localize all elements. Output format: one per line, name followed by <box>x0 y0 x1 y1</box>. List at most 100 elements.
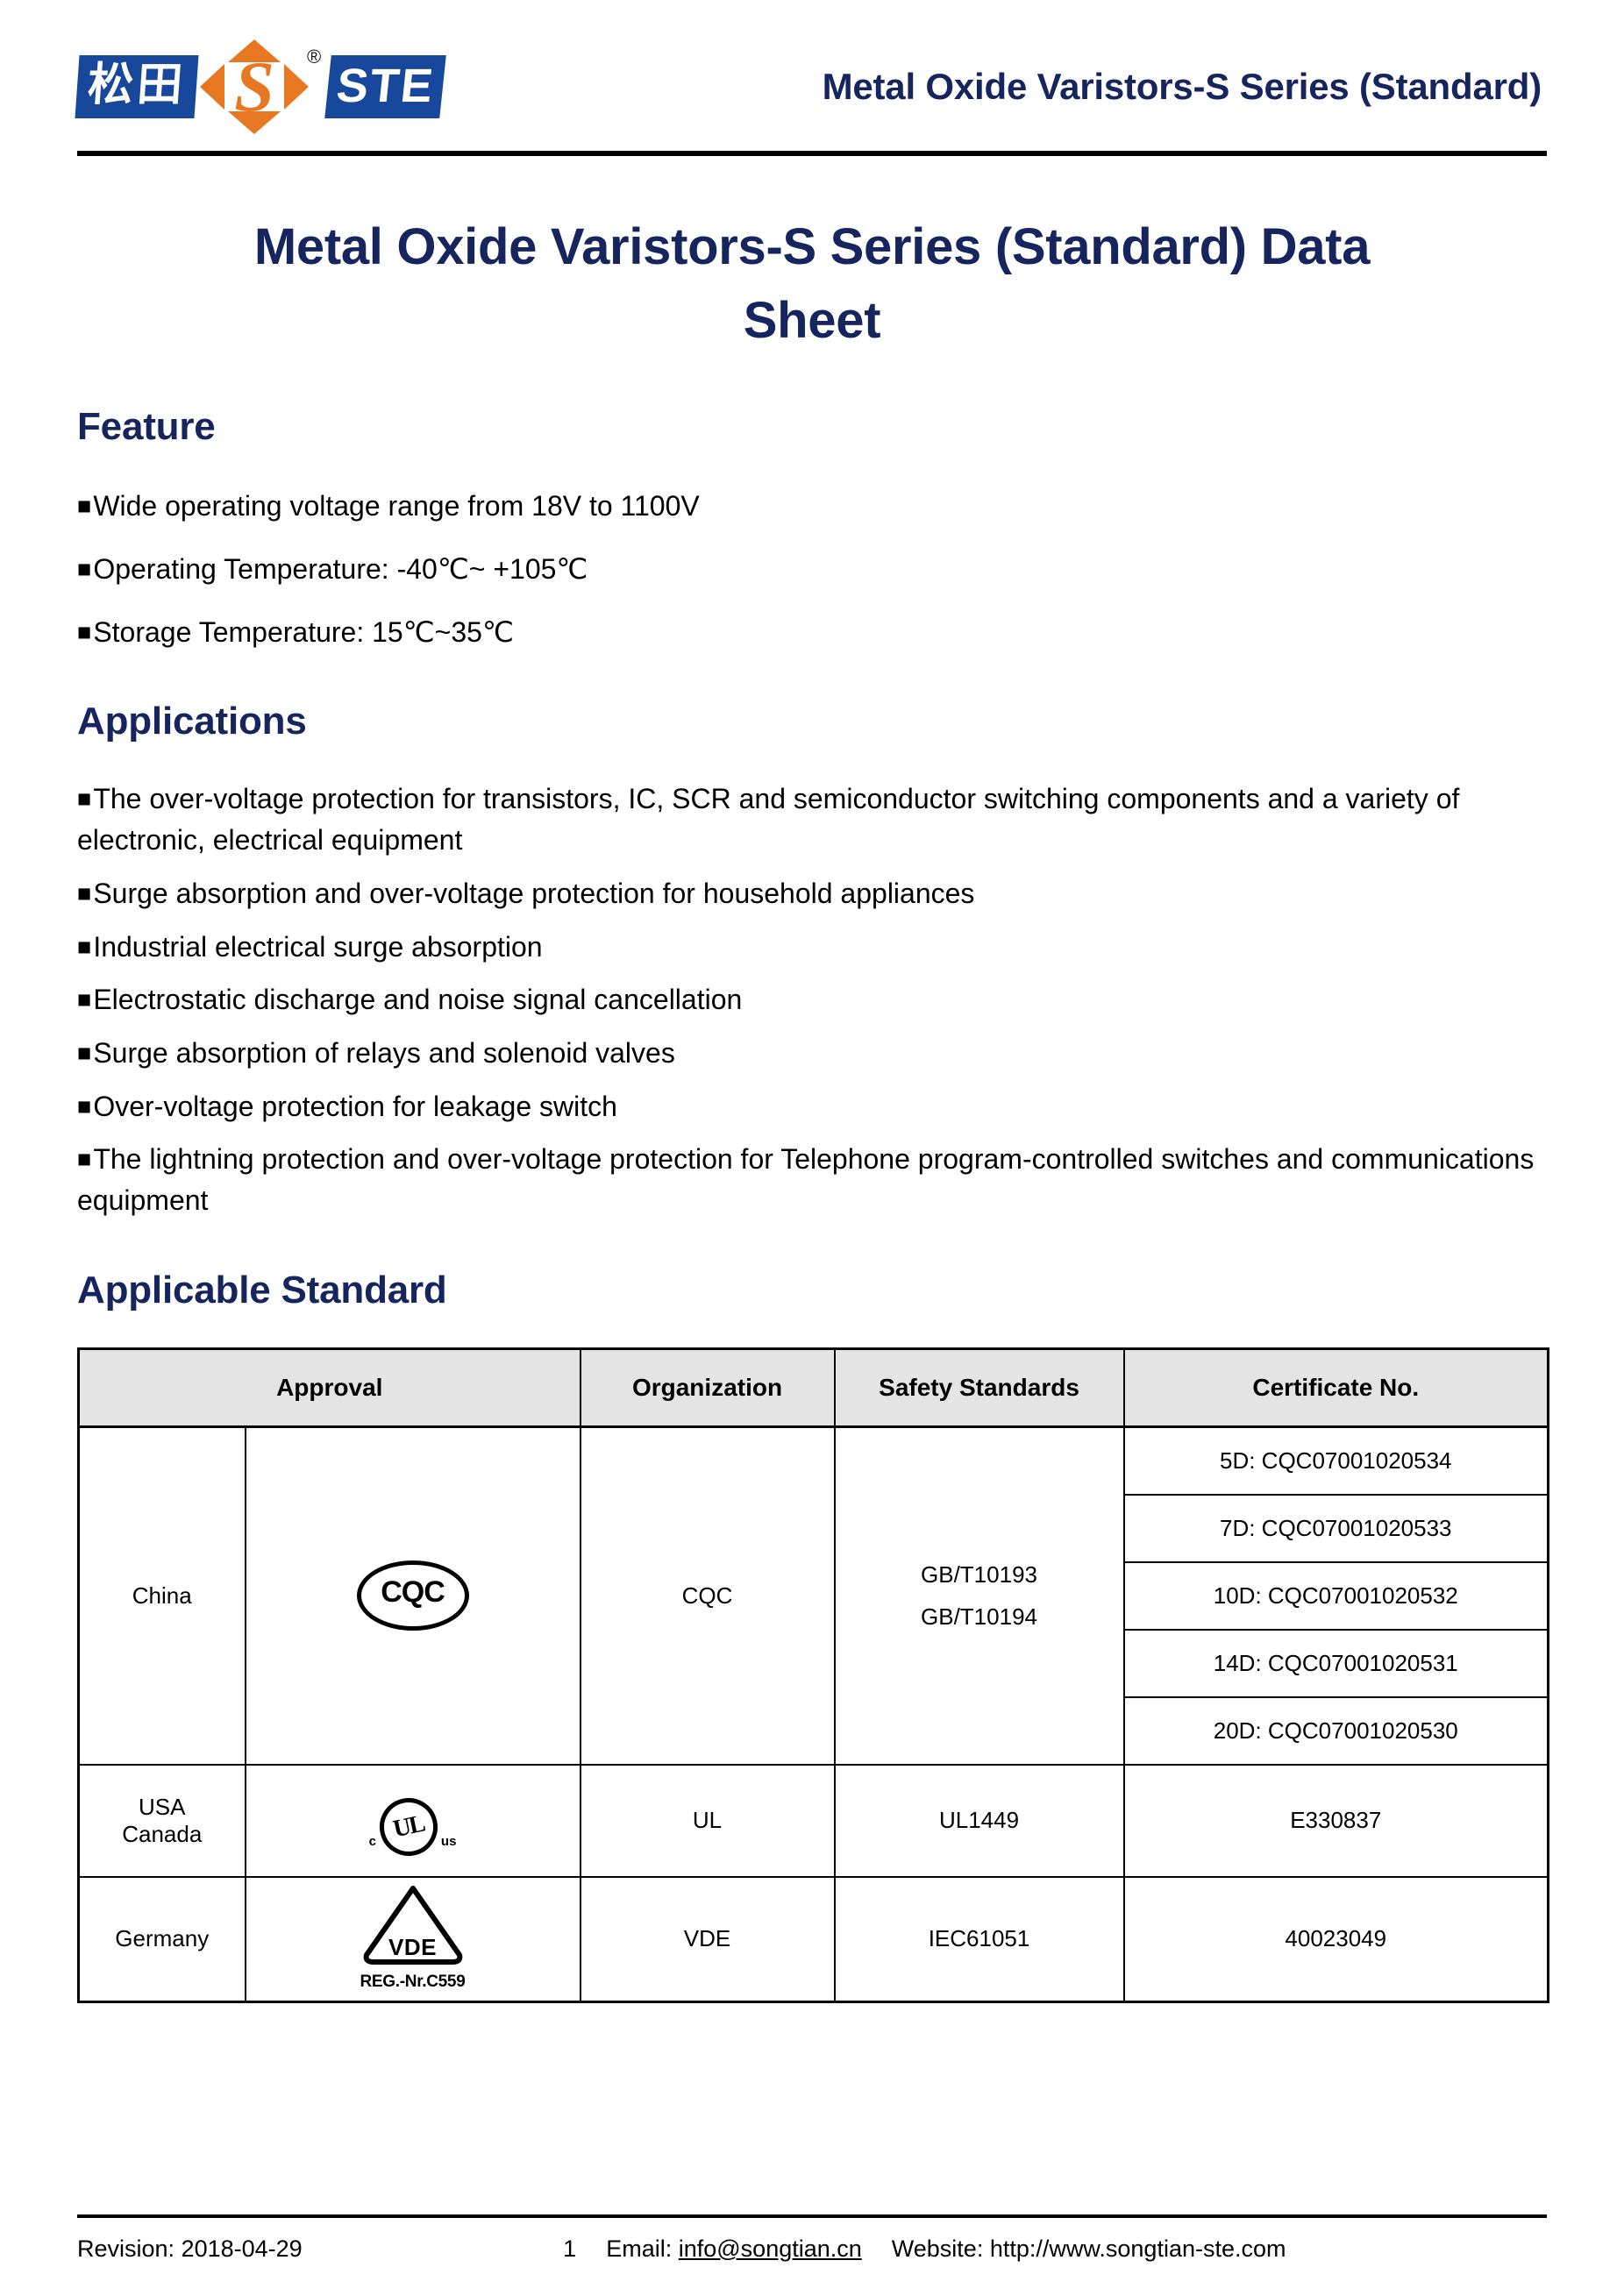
ul-c-subscript: c <box>368 1833 376 1849</box>
cell-certificate-no: 40023049 <box>1122 1875 1549 2003</box>
page-footer: Revision: 2018-04-29 1 Email: info@songt… <box>77 2214 1547 2263</box>
safety-standard-line: GB/T10193 <box>921 1561 1037 1589</box>
footer-website-url[interactable]: http://www.songtian-ste.com <box>989 2236 1286 2262</box>
logo-chinese-text: 松田 <box>75 55 199 118</box>
header-title: Metal Oxide Varistors-S Series (Standard… <box>822 66 1542 107</box>
list-item-text: Wide operating voltage range from 18V to… <box>93 490 700 522</box>
vde-mark-icon: VDE REG.-Nr.C559 <box>360 1885 467 1993</box>
cell-certificate-no: E330837 <box>1122 1763 1549 1878</box>
cell-country-usa-canada: USA Canada <box>77 1763 246 1878</box>
cell-mark-vde: VDE REG.-Nr.C559 <box>244 1875 581 2003</box>
list-item: ■Surge absorption and over-voltage prote… <box>77 873 1547 914</box>
cell-safety-standards-vde: IEC61051 <box>833 1875 1125 2003</box>
footer-website: Website: http://www.songtian-ste.com <box>892 2236 1286 2263</box>
logo-ste-text: STE <box>324 55 447 118</box>
logo-arrow-down-icon <box>228 111 281 134</box>
list-item-text: Electrostatic discharge and noise signal… <box>93 984 743 1016</box>
list-item: ■The over-voltage protection for transis… <box>77 778 1547 860</box>
cqc-mark-icon: CQC <box>356 1560 469 1631</box>
header-divider <box>77 151 1547 156</box>
table-row: 20D: CQC07001020530 <box>79 1695 1549 1766</box>
section-heading-feature: Feature <box>77 405 216 449</box>
cell-country-germany: Germany <box>77 1875 246 2003</box>
cell-certificate-no: 20D: CQC07001020530 <box>1122 1695 1549 1766</box>
square-bullet-icon: ■ <box>77 933 92 960</box>
cell-organization-cqc: CQC <box>579 1425 836 1766</box>
applications-list: ■The over-voltage protection for transis… <box>77 778 1547 1220</box>
ul-circle-icon: UL <box>374 1792 444 1861</box>
table-row: 7D: CQC07001020533 <box>79 1493 1549 1563</box>
section-heading-applicable-standard: Applicable Standard <box>77 1268 447 1311</box>
feature-list: ■Wide operating voltage range from 18V t… <box>77 486 1547 652</box>
cell-safety-standards-ul: UL1449 <box>833 1763 1125 1878</box>
logo-diamond-s-icon: S <box>198 38 310 136</box>
list-item: ■Over-voltage protection for leakage swi… <box>77 1086 1547 1127</box>
list-item-text: Operating Temperature: -40℃~ +105℃ <box>93 552 588 585</box>
cell-organization-ul: UL <box>579 1763 836 1878</box>
footer-divider <box>77 2214 1547 2218</box>
column-header-certificate-no: Certificate No. <box>1122 1347 1549 1428</box>
square-bullet-icon: ■ <box>77 785 92 813</box>
square-bullet-icon: ■ <box>77 1092 92 1120</box>
footer-email: Email: info@songtian.cn <box>606 2236 862 2263</box>
table-header-row: Approval Organization Safety Standards C… <box>77 1347 1549 1428</box>
cell-country-china: China <box>77 1425 246 1766</box>
cell-mark-ul: c UL us <box>244 1763 581 1878</box>
square-bullet-icon: ■ <box>77 1146 92 1173</box>
list-item-text: Surge absorption and over-voltage protec… <box>93 877 975 909</box>
list-item-text: The lightning protection and over-voltag… <box>77 1143 1535 1217</box>
registered-trademark-icon: ® <box>307 46 322 68</box>
list-item: ■Surge absorption of relays and solenoid… <box>77 1033 1547 1074</box>
square-bullet-icon: ■ <box>77 555 92 582</box>
applicable-standard-table: Approval Organization Safety Standards C… <box>77 1347 1550 2003</box>
square-bullet-icon: ■ <box>77 879 92 906</box>
list-item-text: The over-voltage protection for transist… <box>77 783 1460 857</box>
country-line: USA <box>139 1793 186 1820</box>
list-item-text: Storage Temperature: 15℃~35℃ <box>93 615 514 648</box>
list-item-text: Surge absorption of relays and solenoid … <box>93 1036 675 1069</box>
table-row: USA Canada c UL us UL UL1449 E330837 <box>77 1763 1549 1878</box>
footer-website-label: Website: <box>891 2236 984 2262</box>
cell-certificate-no: 14D: CQC07001020531 <box>1122 1628 1549 1698</box>
column-header-safety-standards: Safety Standards <box>833 1347 1125 1428</box>
cell-certificate-no: 5D: CQC07001020534 <box>1122 1425 1549 1496</box>
square-bullet-icon: ■ <box>77 493 92 520</box>
page-header: 松田 S ® STE Metal Oxide Varistors-S Serie… <box>75 0 1547 149</box>
column-header-approval: Approval <box>77 1347 581 1428</box>
table-row: 14D: CQC07001020531 <box>79 1628 1549 1698</box>
list-item: ■Electrostatic discharge and noise signa… <box>77 979 1547 1020</box>
list-item: ■The lightning protection and over-volta… <box>77 1139 1547 1220</box>
list-item-text: Over-voltage protection for leakage swit… <box>93 1090 617 1122</box>
table-row: Germany VDE REG.-Nr.C559 VDE IEC61051 <box>77 1875 1549 2003</box>
cell-certificate-no: 7D: CQC07001020533 <box>1122 1493 1549 1563</box>
list-item: ■Wide operating voltage range from 18V t… <box>77 486 1547 527</box>
list-item-text: Industrial electrical surge absorption <box>93 930 543 963</box>
cell-certificate-no: 10D: CQC07001020532 <box>1122 1560 1549 1631</box>
cell-organization-vde: VDE <box>579 1875 836 2003</box>
country-line: Canada <box>122 1820 203 1847</box>
cell-mark-cqc: CQC <box>244 1425 581 1766</box>
footer-email-label: Email: <box>606 2236 673 2262</box>
logo-s-letter: S <box>234 46 274 126</box>
list-item: ■Storage Temperature: 15℃~35℃ <box>77 612 1547 653</box>
list-item: ■Operating Temperature: -40℃~ +105℃ <box>77 549 1547 590</box>
vde-label: VDE <box>388 1934 437 1961</box>
culus-mark-icon: c UL us <box>368 1786 456 1861</box>
page-title: Metal Oxide Varistors-S Series (Standard… <box>253 218 1371 350</box>
table-row: China CQC CQC GB/T10193 GB/T10194 5D: CQ… <box>77 1425 1549 1766</box>
square-bullet-icon: ■ <box>77 986 92 1013</box>
vde-triangle-icon: VDE <box>360 1885 467 1965</box>
logo-arrow-right-icon <box>284 64 310 110</box>
column-header-organization: Organization <box>579 1347 836 1428</box>
footer-revision: Revision: 2018-04-29 <box>77 2236 303 2262</box>
footer-page-number: 1 <box>563 2236 577 2262</box>
company-logo: 松田 S ® STE <box>75 39 447 134</box>
footer-email-link[interactable]: info@songtian.cn <box>678 2236 862 2262</box>
cell-safety-standards-china: GB/T10193 GB/T10194 <box>833 1425 1125 1766</box>
square-bullet-icon: ■ <box>77 1039 92 1066</box>
logo-arrow-left-icon <box>200 64 225 110</box>
list-item: ■Industrial electrical surge absorption <box>77 927 1547 968</box>
square-bullet-icon: ■ <box>77 618 92 645</box>
section-heading-applications: Applications <box>77 700 307 743</box>
